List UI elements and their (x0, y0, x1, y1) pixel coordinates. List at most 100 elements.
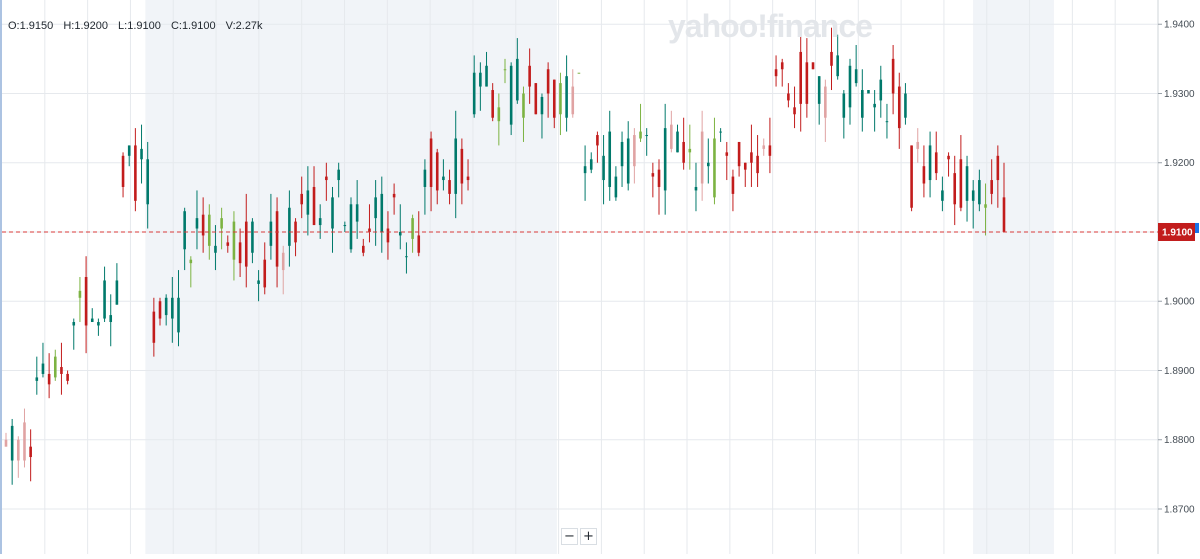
candle-up (127, 145, 131, 156)
candle-down (238, 242, 242, 264)
candle-down (774, 69, 778, 77)
candle-up (164, 297, 168, 316)
current-price-line: 1.9100 (2, 222, 1199, 241)
candle-up (140, 148, 143, 160)
candle-down (934, 152, 938, 174)
candle-up (503, 69, 507, 71)
candle-down (84, 277, 88, 326)
candles (4, 24, 1006, 485)
candle-up (220, 218, 223, 229)
candle-up (873, 103, 876, 108)
candle-up (540, 96, 544, 115)
candle-down (491, 90, 494, 118)
candle-down (787, 93, 790, 101)
candle-down (201, 214, 205, 236)
candle-up (331, 197, 334, 229)
candle-up (971, 190, 975, 201)
candle-down (29, 446, 32, 458)
candle-up (836, 55, 839, 77)
candle-up (97, 322, 100, 326)
candle-up (189, 259, 193, 264)
candle-down (546, 69, 550, 94)
candle-up (78, 290, 82, 298)
candle-up (374, 197, 377, 219)
candle-up (288, 207, 291, 246)
candle-down (386, 228, 390, 243)
y-tick-label: 1.9200 (1164, 158, 1195, 169)
low-value: L:1.9100 (118, 20, 161, 32)
candle-down (158, 301, 162, 319)
candle-down (392, 193, 396, 198)
candle-up (602, 155, 605, 181)
candle-up (35, 377, 39, 381)
candle-up (485, 65, 488, 87)
candle-down (996, 155, 1000, 181)
candle-up (688, 148, 692, 153)
candle-up (509, 65, 513, 125)
candle-up (577, 72, 581, 74)
yahoo-finance-logo: yahoo!finance (668, 8, 873, 44)
candle-up (565, 76, 568, 118)
candle-up (497, 107, 501, 122)
candle-down (275, 211, 279, 267)
candle-down (1002, 197, 1006, 232)
candle-down (731, 176, 735, 194)
candle-down (66, 373, 69, 381)
candle-up (614, 176, 618, 198)
candle-up (620, 141, 624, 167)
candle-up (694, 186, 698, 191)
candle-down (528, 65, 531, 87)
candle-up (318, 218, 322, 226)
candle-up (251, 221, 254, 253)
candle-down (263, 259, 267, 288)
candle-up (719, 131, 722, 133)
candle-up (442, 176, 445, 181)
y-tick-label: 1.9400 (1164, 20, 1195, 31)
candle-down (700, 131, 704, 184)
zoom-out-button[interactable]: − (561, 528, 578, 545)
zoom-in-button[interactable]: + (580, 528, 597, 545)
volume-value: V:2.27k (225, 20, 263, 32)
candle-up (589, 159, 593, 170)
candle-up (645, 135, 648, 137)
candle-up (879, 79, 883, 101)
candle-down (737, 141, 741, 167)
y-tick-label: 1.8900 (1164, 366, 1195, 377)
candle-down (990, 180, 993, 194)
candle-up (984, 204, 987, 208)
candle-down (651, 173, 655, 177)
candle-up (343, 225, 347, 227)
candle-up (115, 280, 119, 305)
open-value: O:1.9150 (8, 20, 54, 32)
candle-up (207, 214, 211, 246)
candle-up (713, 138, 716, 198)
candle-up (583, 166, 587, 174)
candle-up (269, 221, 273, 246)
candle-down (830, 51, 833, 66)
candle-down (121, 155, 125, 187)
candle-up (885, 121, 889, 123)
candle-down (226, 242, 230, 246)
candle-down (633, 135, 636, 167)
candle-up (41, 363, 45, 374)
candle-up (306, 190, 310, 215)
candle-down (47, 373, 51, 385)
candle-down (799, 51, 803, 104)
candle-up (608, 131, 612, 187)
candle-up (941, 190, 944, 201)
candle-up (10, 425, 14, 461)
candle-down (725, 152, 729, 156)
candle-up (706, 162, 710, 167)
candle-down (60, 367, 63, 374)
candle-up (195, 218, 199, 229)
candle-down (4, 439, 8, 447)
current-price-tag (1158, 222, 1195, 241)
candle-down (534, 83, 538, 115)
candle-up (559, 83, 562, 115)
candle-up (337, 169, 340, 181)
session-band (973, 0, 1054, 554)
candle-down (743, 162, 747, 170)
candle-down (460, 148, 464, 184)
